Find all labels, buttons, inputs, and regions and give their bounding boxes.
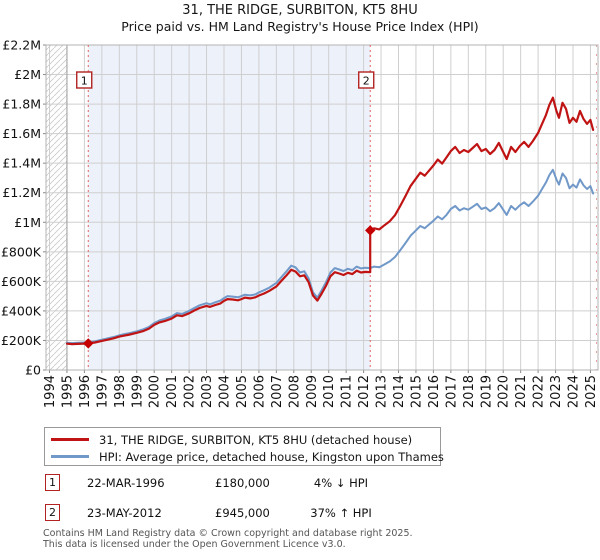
- ownership-period-shade: [88, 45, 371, 370]
- y-tick-label: £600K: [1, 274, 42, 289]
- x-tick-label: 2011: [340, 375, 355, 408]
- x-tick-label: 2003: [200, 375, 215, 408]
- sale-2-marker: [365, 225, 376, 236]
- x-tick-label: 2020: [497, 375, 512, 408]
- legend: 31, THE RIDGE, SURBITON, KT5 8HU (detach…: [44, 427, 444, 466]
- x-tick-label: 2004: [218, 375, 233, 408]
- plot-area: 1 2 £0 £200K £400K £600K £800K £1M £1.2M £1.4M £1.…: [1, 38, 599, 409]
- page-subtitle: Price paid vs. HM Land Registry's House …: [121, 19, 479, 34]
- page-title: 31, THE RIDGE, SURBITON, KT5 8HU: [182, 3, 418, 18]
- y-tick-label: £1M: [14, 215, 41, 230]
- y-tick-label: £1.4M: [2, 156, 41, 171]
- x-tick-label: 2013: [375, 375, 390, 408]
- sale-2-hpi-delta: 37% ↑ HPI: [310, 506, 372, 520]
- y-tick-label: £200K: [1, 333, 42, 348]
- x-tick-label: 2008: [287, 375, 302, 408]
- price-paid-line: [65, 96, 595, 346]
- sale-2-date: 23-MAY-2012: [87, 506, 162, 520]
- x-tick-label: 2007: [270, 375, 285, 408]
- x-tick-label: 2014: [392, 375, 407, 408]
- title-block: 31, THE RIDGE, SURBITON, KT5 8HU Price p…: [0, 3, 600, 35]
- legend-row-price-paid: 31, THE RIDGE, SURBITON, KT5 8HU (detach…: [45, 431, 440, 448]
- hpi-line-sample: [51, 455, 89, 458]
- x-tick-label: 2018: [462, 375, 477, 408]
- sale-1-chart-badge-label: 1: [81, 75, 88, 88]
- x-tick-label: 2021: [514, 375, 529, 408]
- license-line-2: This data is licensed under the Open Gov…: [43, 538, 346, 550]
- y-tick-label: £2M: [14, 67, 41, 82]
- y-tick-label: £2.2M: [2, 38, 41, 53]
- x-tick-label: 2022: [532, 375, 547, 408]
- x-tick-label: 2025: [584, 375, 599, 408]
- sale-1-chart-badge: [76, 71, 93, 89]
- y-tick-label: £1.2M: [2, 185, 41, 200]
- x-tick-label: 2019: [479, 375, 494, 408]
- y-tick-label: £1.6M: [2, 126, 41, 141]
- sale-2-badge: 2: [45, 504, 60, 521]
- x-tick-label: 2012: [357, 375, 372, 408]
- pre-data-hatch: [46, 45, 67, 370]
- x-tick-label: 1998: [113, 375, 128, 408]
- x-tick-label: 1999: [130, 375, 145, 408]
- legend-row-hpi: HPI: Average price, detached house, King…: [45, 448, 444, 465]
- x-tick-label: 2001: [165, 375, 180, 408]
- legend-label-hpi: HPI: Average price, detached house, King…: [99, 449, 444, 464]
- price-paid-line-sample: [51, 438, 89, 441]
- sale-1-marker: [83, 338, 94, 349]
- x-tick-label: 2006: [252, 375, 267, 408]
- sale-2-price: £945,000: [215, 506, 270, 520]
- x-tick-label: 2023: [549, 375, 564, 408]
- sale-1-date: 22-MAR-1996: [87, 476, 165, 490]
- hpi-line: [66, 168, 595, 345]
- x-tick-label: 2000: [148, 375, 163, 408]
- y-tick-label: £400K: [1, 303, 42, 318]
- sale-1-badge: 1: [45, 474, 60, 491]
- y-tick-label: £1.8M: [2, 97, 41, 112]
- x-tick-label: 2024: [567, 375, 582, 408]
- x-tick-label: 1996: [78, 375, 93, 408]
- y-tick-label: £800K: [1, 244, 42, 259]
- sale-1-hpi-delta: 4% ↓ HPI: [313, 476, 369, 490]
- x-tick-label: 2005: [235, 375, 250, 408]
- x-tick-label: 2010: [322, 375, 337, 408]
- sale-1-price: £180,000: [215, 476, 270, 490]
- x-tick-label: 2009: [305, 375, 320, 408]
- license-note: Contains HM Land Registry data © Crown c…: [43, 528, 413, 550]
- x-tick-label: 1995: [61, 375, 76, 408]
- price-history-chart-svg: 1 2 £0 £200K £400K £600K £800K £1M £1.2M £1.4M £1.…: [1, 38, 599, 409]
- sale-row-1: 1 22-MAR-1996 £180,000 4% ↓ HPI: [0, 474, 600, 492]
- x-tick-label: 2016: [427, 375, 442, 408]
- sale-2-chart-badge: [358, 71, 375, 89]
- y-tick-label: £0: [25, 363, 41, 378]
- sale-2-chart-badge-label: 2: [363, 75, 370, 88]
- x-tick-label: 1997: [95, 375, 110, 408]
- x-tick-label: 2017: [444, 375, 459, 408]
- sale-row-2: 2 23-MAY-2012 £945,000 37% ↑ HPI: [0, 504, 600, 522]
- license-line-1: Contains HM Land Registry data © Crown c…: [43, 528, 413, 539]
- x-tick-label: 1994: [43, 375, 58, 408]
- x-tick-label: 2002: [183, 375, 198, 408]
- x-tick-label: 2015: [409, 375, 424, 408]
- legend-label-price-paid: 31, THE RIDGE, SURBITON, KT5 8HU (detach…: [99, 432, 413, 447]
